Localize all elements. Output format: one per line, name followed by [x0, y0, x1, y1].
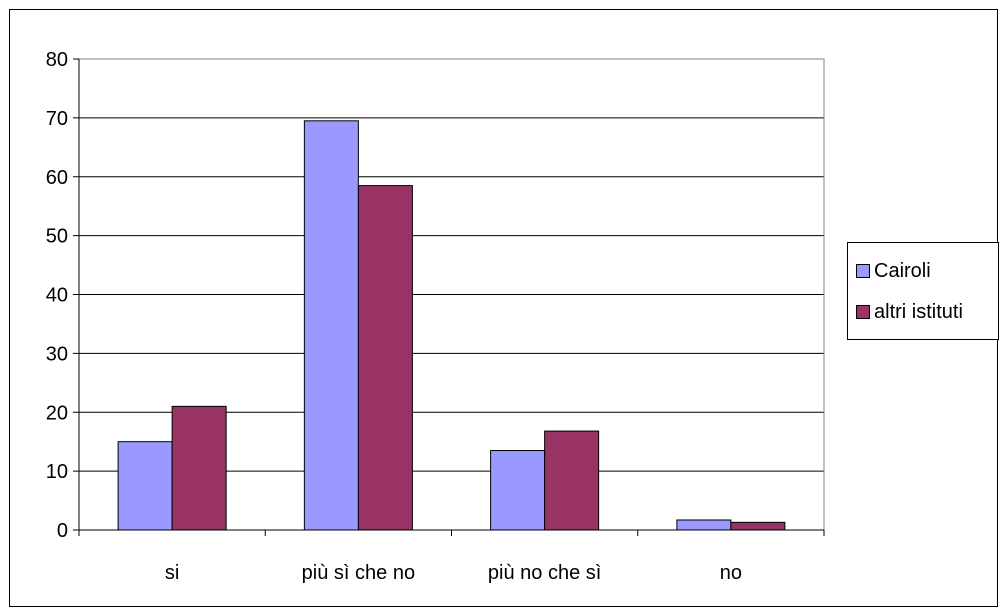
legend: Cairoli altri istituti [847, 242, 999, 340]
x-tick-label: si [165, 562, 179, 584]
legend-swatch-altri-istituti [856, 305, 870, 319]
y-tick-label: 30 [46, 343, 68, 365]
legend-swatch-cairoli [856, 264, 870, 278]
y-tick-labels: 0 10 20 30 40 50 60 70 80 [46, 49, 68, 542]
bars [117, 120, 786, 531]
bar-Cairoli-0 [117, 441, 173, 531]
axes [73, 58, 825, 536]
y-tick-label: 40 [46, 285, 68, 307]
bar-Cairoli-3 [676, 519, 732, 531]
legend-label-altri-istituti: altri istituti [874, 300, 963, 323]
bar-Cairoli-2 [490, 450, 546, 531]
legend-item-altri-istituti: altri istituti [856, 300, 963, 324]
y-tick-label: 10 [46, 461, 68, 483]
bar-Cairoli-1 [303, 120, 359, 531]
x-tick-label: no [720, 562, 742, 584]
bar-altri-istituti-2 [544, 430, 600, 531]
y-tick-label: 0 [57, 520, 68, 542]
bar-altri-istituti-3 [730, 521, 786, 531]
bar-altri-istituti-1 [357, 185, 413, 531]
bar-altri-istituti-0 [171, 405, 227, 531]
y-tick-label: 60 [46, 167, 68, 189]
x-tick-labels: si più sì che no più no che sì no [165, 562, 742, 584]
legend-label-cairoli: Cairoli [874, 259, 931, 282]
y-tick-label: 70 [46, 108, 68, 130]
legend-item-cairoli: Cairoli [856, 259, 931, 283]
y-tick-label: 20 [46, 402, 68, 424]
y-tick-label: 80 [46, 49, 68, 71]
x-tick-label: più no che sì [488, 562, 601, 584]
y-tick-label: 50 [46, 226, 68, 248]
x-tick-label: più sì che no [302, 562, 415, 584]
